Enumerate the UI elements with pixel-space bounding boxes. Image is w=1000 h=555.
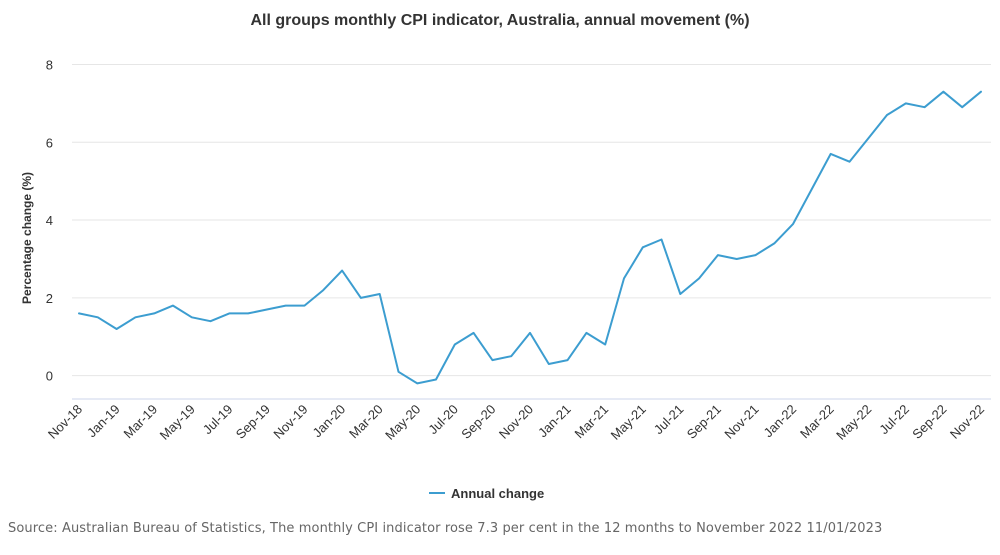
y-tick-label-4: 4 [46, 213, 53, 228]
data-point [642, 246, 644, 248]
x-tick-label: Jul-22 [876, 402, 912, 438]
x-tick-label: Jul-21 [651, 402, 687, 438]
gridlines [72, 63, 991, 377]
data-point [604, 343, 606, 345]
data-point [811, 188, 813, 190]
data-point [134, 316, 136, 318]
x-tick-label: Nov-19 [270, 402, 310, 442]
y-axis-ticks: 0 2 4 6 8 [46, 57, 53, 383]
x-tick-label: May-22 [833, 402, 874, 443]
data-point [886, 114, 888, 116]
x-tick-label: Sep-21 [684, 402, 724, 442]
x-tick-label: Mar-22 [797, 402, 837, 442]
data-point [510, 355, 512, 357]
data-point [303, 304, 305, 306]
x-tick-label: Mar-19 [121, 402, 161, 442]
data-point [905, 102, 907, 104]
data-point [78, 312, 80, 314]
data-point [491, 359, 493, 361]
x-tick-label: Sep-20 [458, 402, 498, 442]
y-axis-label: Percentage change (%) [20, 172, 34, 304]
legend-label-annual-change: Annual change [451, 486, 544, 501]
data-point [585, 332, 587, 334]
data-point [435, 378, 437, 380]
data-point [378, 293, 380, 295]
data-point [266, 308, 268, 310]
data-point [980, 90, 982, 92]
x-tick-label: Jan-20 [309, 402, 348, 441]
data-point [679, 293, 681, 295]
data-point [736, 258, 738, 260]
source-note: Source: Australian Bureau of Statistics,… [8, 521, 883, 536]
data-point [660, 238, 662, 240]
data-point [566, 359, 568, 361]
data-point [773, 242, 775, 244]
data-point [942, 90, 944, 92]
series-line-annual-change [78, 90, 982, 385]
data-point [829, 153, 831, 155]
data-point [209, 320, 211, 322]
data-point [341, 269, 343, 271]
data-point [172, 304, 174, 306]
x-tick-label: Jul-19 [200, 402, 236, 438]
x-tick-label: May-19 [157, 402, 198, 443]
y-tick-label-6: 6 [46, 135, 53, 150]
data-point [153, 312, 155, 314]
y-tick-label-2: 2 [46, 291, 53, 306]
x-tick-label: Jan-21 [535, 402, 574, 441]
data-point [698, 277, 700, 279]
data-point [961, 106, 963, 108]
data-point [322, 289, 324, 291]
data-point [923, 106, 925, 108]
x-tick-label: May-20 [382, 402, 423, 443]
data-point [623, 277, 625, 279]
x-tick-label: Nov-22 [947, 402, 987, 442]
y-tick-label-8: 8 [46, 57, 53, 72]
data-point [548, 363, 550, 365]
data-point [792, 223, 794, 225]
x-tick-label: May-21 [608, 402, 649, 443]
x-tick-label: Jan-22 [760, 402, 799, 441]
x-tick-label: Jan-19 [84, 402, 123, 441]
data-point [228, 312, 230, 314]
x-tick-label: Jul-20 [425, 402, 461, 438]
x-tick-label: Sep-19 [233, 402, 273, 442]
x-tick-label: Nov-18 [45, 402, 85, 442]
cpi-line-chart: All groups monthly CPI indicator, Austra… [20, 12, 991, 501]
data-point [97, 316, 99, 318]
data-point [717, 254, 719, 256]
data-point [472, 332, 474, 334]
data-point [360, 297, 362, 299]
x-tick-label: Mar-20 [346, 402, 386, 442]
x-tick-label: Mar-21 [572, 402, 612, 442]
data-point [754, 254, 756, 256]
data-point [416, 382, 418, 384]
data-point [191, 316, 193, 318]
y-tick-label-0: 0 [46, 369, 53, 384]
data-point [247, 312, 249, 314]
data-point [115, 328, 117, 330]
x-tick-label: Nov-21 [721, 402, 761, 442]
data-point [529, 332, 531, 334]
data-point [867, 137, 869, 139]
x-tick-label: Sep-22 [909, 402, 949, 442]
legend[interactable]: Annual change [429, 486, 544, 501]
x-tick-label: Nov-20 [496, 402, 536, 442]
chart-title: All groups monthly CPI indicator, Austra… [250, 12, 749, 29]
data-point [848, 161, 850, 163]
data-point [454, 343, 456, 345]
data-point [285, 304, 287, 306]
series-layer [78, 90, 982, 385]
data-point [397, 371, 399, 373]
